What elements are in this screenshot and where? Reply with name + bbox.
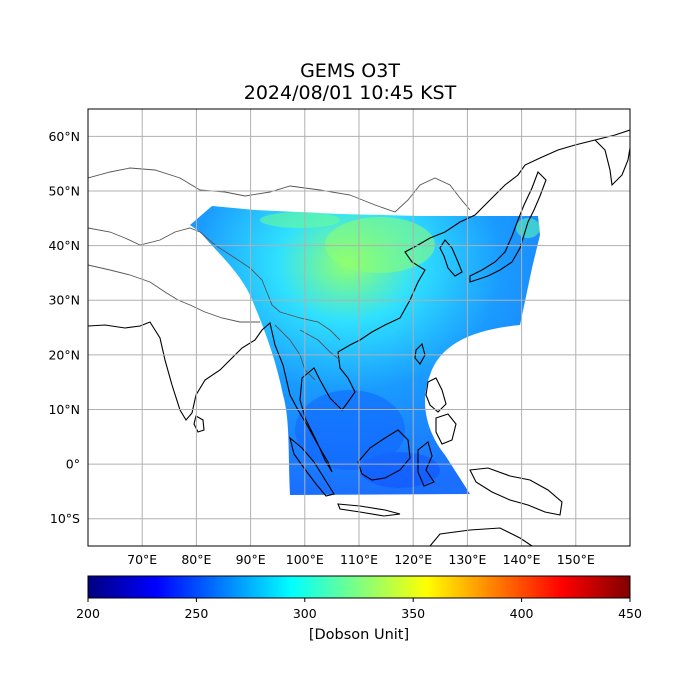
kamchatka-coastline [594, 139, 630, 187]
lon-tick-label: 150°E [557, 552, 595, 567]
colorbar-ticks: 200 250 300 350 400 450 [76, 598, 642, 621]
lat-tick-labels: 60°N 50°N 40°N 30°N 20°N 10°N 0° 10°S [48, 129, 80, 526]
map-subtitle: 2024/08/01 10:45 KST [243, 82, 457, 104]
lat-tick-label: 40°N [48, 238, 80, 253]
colorbar-tick-label: 450 [618, 606, 642, 621]
lat-tick-label: 20°N [48, 347, 80, 362]
lon-tick-label: 120°E [394, 552, 432, 567]
lon-tick-label: 110°E [340, 552, 378, 567]
colorbar [87, 575, 631, 599]
borneo-coastline [357, 429, 411, 481]
colorbar-tick-label: 300 [293, 606, 317, 621]
lon-tick-label: 130°E [448, 552, 486, 567]
lat-tick-label: 0° [66, 457, 80, 472]
taiwan-coastline [414, 342, 426, 365]
lon-tick-label: 70°E [127, 552, 157, 567]
sulawesi-coastline [417, 441, 435, 487]
colorbar-tick-label: 250 [184, 606, 208, 621]
lon-tick-labels: 70°E 80°E 90°E 100°E 110°E 120°E 130°E 140°E 150… [127, 552, 595, 567]
lon-tick-label: 140°E [503, 552, 541, 567]
asia-coastline [88, 129, 630, 473]
lat-tick-label: 30°N [48, 293, 80, 308]
japan-coastline [469, 171, 547, 283]
java-coastline [337, 503, 401, 517]
sumatra-coastline [289, 436, 335, 497]
korea-coastline [439, 239, 463, 277]
lon-tick-label: 90°E [236, 552, 266, 567]
philippines-coastline [425, 377, 457, 445]
ozone-swath [190, 206, 540, 495]
new-guinea-coastline [469, 467, 563, 516]
ozone-field [190, 206, 540, 495]
lat-tick-label: 10°S [50, 511, 80, 526]
map-title: GEMS O3T [300, 60, 400, 82]
sri-lanka-coastline [193, 415, 205, 433]
lon-tick-label: 100°E [286, 552, 324, 567]
colorbar-tick-label: 400 [510, 606, 534, 621]
lat-tick-label: 10°N [48, 402, 80, 417]
colorbar-tick-label: 350 [401, 606, 425, 621]
colorbar-tick-label: 200 [76, 606, 100, 621]
gridlines [88, 109, 630, 546]
map-frame [87, 108, 631, 547]
colorbar-label: [Dobson Unit] [309, 627, 409, 643]
lon-tick-label: 80°E [181, 552, 211, 567]
lat-tick-label: 60°N [48, 129, 80, 144]
lat-tick-label: 50°N [48, 183, 80, 198]
australia-coastline [429, 527, 533, 546]
